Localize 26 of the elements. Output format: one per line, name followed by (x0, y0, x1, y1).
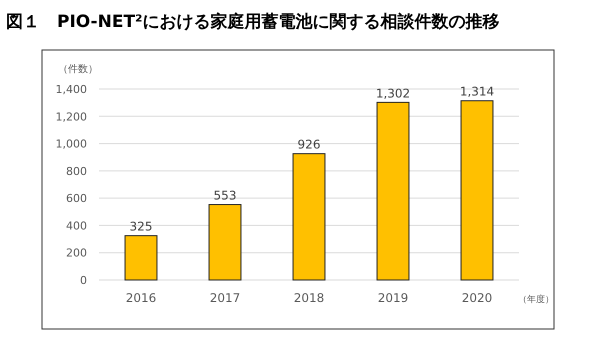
y-tick-label: 0 (80, 274, 87, 287)
x-tick-label: 2018 (294, 291, 324, 305)
y-tick-label: 800 (66, 164, 87, 178)
bar (124, 235, 158, 280)
x-tick-label: 2016 (126, 291, 156, 305)
chart-title: 図１ PIO-NET²における家庭用蓄電池に関する相談件数の推移 (6, 12, 500, 32)
bar (208, 204, 242, 280)
data-label: 553 (214, 188, 236, 203)
x-tick-label: 2017 (210, 291, 240, 305)
bar (376, 102, 410, 280)
y-tick-label: 200 (66, 246, 87, 260)
y-tick-label: 1,200 (56, 110, 87, 124)
x-axis-title: （年度） (518, 294, 554, 305)
y-tick-label: 1,400 (56, 83, 87, 96)
bar (292, 153, 326, 280)
y-tick-label: 1,000 (56, 138, 87, 151)
data-label: 926 (298, 138, 320, 152)
data-label: 1,314 (460, 84, 494, 99)
data-label: 325 (130, 220, 152, 234)
bar (460, 100, 494, 280)
y-axis-title: （件数） (58, 64, 98, 75)
x-tick-label: 2019 (378, 291, 408, 305)
y-tick-label: 600 (66, 192, 87, 206)
y-tick-label: 400 (66, 219, 87, 232)
data-label: 1,302 (376, 86, 410, 100)
x-tick-label: 2020 (462, 291, 492, 305)
